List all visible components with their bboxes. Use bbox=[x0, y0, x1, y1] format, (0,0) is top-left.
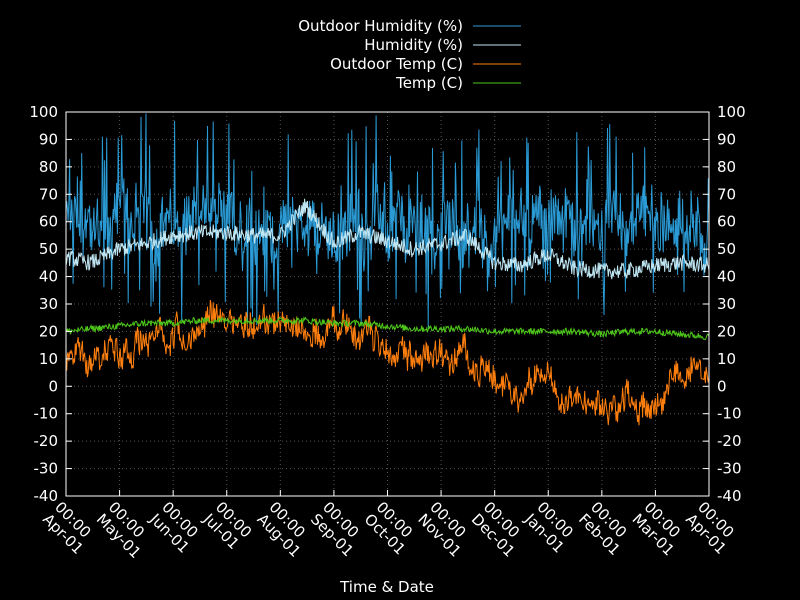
legend-label: Humidity (%) bbox=[364, 36, 463, 54]
y2-tick-label: 60 bbox=[717, 213, 736, 231]
y-tick-label: 0 bbox=[48, 377, 58, 395]
y2-tick-label: 70 bbox=[717, 185, 736, 203]
y-tick-label: -20 bbox=[34, 432, 59, 450]
y-tick-label: 90 bbox=[39, 130, 58, 148]
series-temp bbox=[65, 316, 710, 341]
y2-tick-label: 10 bbox=[717, 350, 736, 368]
y2-tick-label: 50 bbox=[717, 240, 736, 258]
legend: Outdoor Humidity (%)Humidity (%)Outdoor … bbox=[298, 17, 521, 92]
y-tick-label: 40 bbox=[39, 268, 58, 286]
y-tick-label: 60 bbox=[39, 213, 58, 231]
y-tick-label: 30 bbox=[39, 295, 58, 313]
series-outdoor-humidity bbox=[65, 113, 710, 328]
y-axis-right: -40 -30 -20 -10 0 10 20 30 40 50 60 70 80 90 100 bbox=[703, 103, 746, 505]
legend-label: Temp (C) bbox=[395, 74, 463, 92]
y-tick-label: 10 bbox=[39, 350, 58, 368]
legend-label: Outdoor Temp (C) bbox=[330, 55, 463, 73]
y2-tick-label: -10 bbox=[717, 405, 742, 423]
y2-tick-label: 80 bbox=[717, 158, 736, 176]
grid bbox=[66, 112, 709, 496]
y2-tick-label: 90 bbox=[717, 130, 736, 148]
y2-tick-label: 100 bbox=[717, 103, 746, 121]
y-axis-left: -40 -30 -20 -10 0 10 20 30 40 50 60 70 80 90 100 bbox=[29, 103, 72, 505]
y2-tick-label: -30 bbox=[717, 460, 742, 478]
y-tick-label: -30 bbox=[34, 460, 59, 478]
y2-tick-label: 30 bbox=[717, 295, 736, 313]
y-tick-label: 20 bbox=[39, 322, 58, 340]
y-tick-label: -40 bbox=[34, 487, 59, 505]
y2-tick-label: 20 bbox=[717, 322, 736, 340]
y-tick-label: 100 bbox=[29, 103, 58, 121]
y-tick-label: -10 bbox=[34, 405, 59, 423]
series-outdoor-temp bbox=[65, 300, 710, 426]
legend-label: Outdoor Humidity (%) bbox=[298, 17, 463, 35]
y-tick-label: 80 bbox=[39, 158, 58, 176]
y2-tick-label: -40 bbox=[717, 487, 742, 505]
y-tick-label: 50 bbox=[39, 240, 58, 258]
series-layer bbox=[65, 113, 710, 426]
series-humidity bbox=[65, 198, 710, 280]
y2-tick-label: -20 bbox=[717, 432, 742, 450]
x-axis-title: Time & Date bbox=[339, 578, 434, 596]
y2-tick-label: 0 bbox=[717, 377, 727, 395]
y2-tick-label: 40 bbox=[717, 268, 736, 286]
y-tick-label: 70 bbox=[39, 185, 58, 203]
